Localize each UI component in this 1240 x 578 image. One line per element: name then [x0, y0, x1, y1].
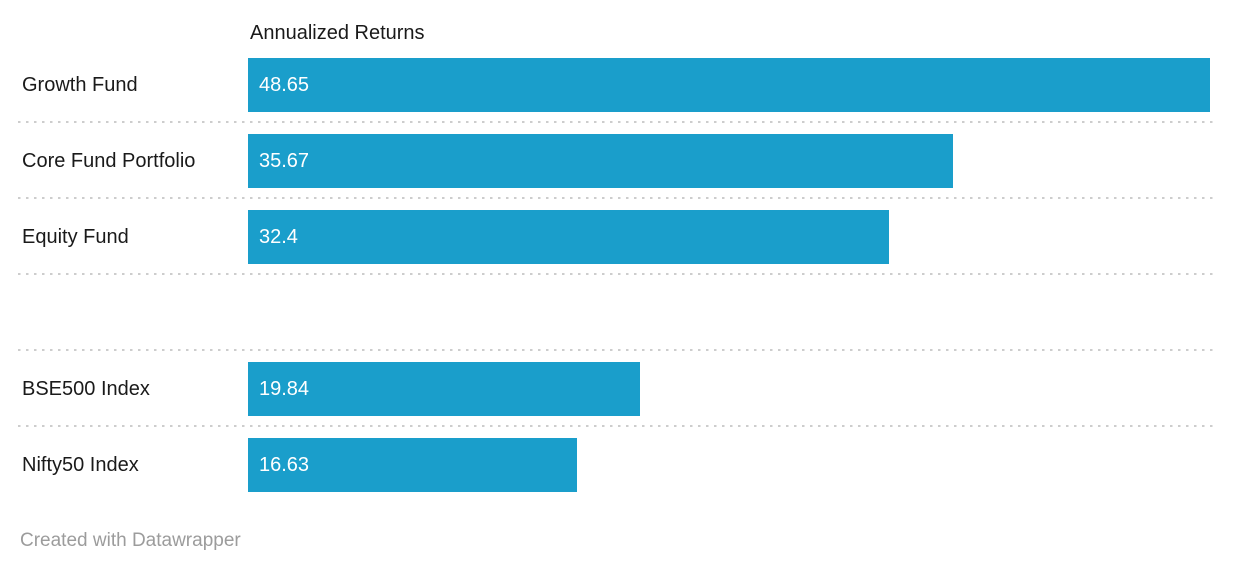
row-separator	[18, 121, 1218, 123]
chart-row: BSE500 Index 19.84	[0, 351, 1240, 427]
bar-track: 16.63	[248, 438, 1210, 492]
bar-value-label: 35.67	[259, 150, 310, 172]
bar-value-label: 48.65	[259, 74, 310, 96]
bar-value-label: 32.4	[259, 226, 298, 248]
chart-row-empty	[0, 275, 1240, 351]
row-separator	[18, 425, 1218, 427]
bar-value-label: 16.63	[259, 454, 310, 476]
bar-track	[248, 286, 1210, 340]
chart-row: Growth Fund 48.65	[0, 47, 1240, 123]
row-label: BSE500 Index	[22, 378, 150, 400]
datawrapper-attribution-link[interactable]: Created with Datawrapper	[20, 530, 241, 551]
row-separator	[18, 197, 1218, 199]
bar: 32.4	[248, 210, 889, 264]
bar-track: 19.84	[248, 362, 1210, 416]
bar: 35.67	[248, 134, 954, 188]
bar: 19.84	[248, 362, 641, 416]
chart-row: Equity Fund 32.4	[0, 199, 1240, 275]
row-label: Growth Fund	[22, 74, 138, 96]
row-separator	[18, 349, 1218, 351]
bar: 16.63	[248, 438, 577, 492]
bar-track: 35.67	[248, 134, 1210, 188]
row-label: Nifty50 Index	[22, 454, 139, 476]
chart-row: Nifty50 Index 16.63	[0, 427, 1240, 503]
bar: 48.65	[248, 58, 1210, 112]
row-label: Equity Fund	[22, 226, 129, 248]
row-label: Core Fund Portfolio	[22, 150, 196, 172]
bar-track: 48.65	[248, 58, 1210, 112]
row-separator	[18, 273, 1218, 275]
bar-track: 32.4	[248, 210, 1210, 264]
bar-value-label: 19.84	[259, 378, 310, 400]
chart-row: Core Fund Portfolio 35.67	[0, 123, 1240, 199]
chart-column-header: Annualized Returns	[250, 22, 425, 44]
